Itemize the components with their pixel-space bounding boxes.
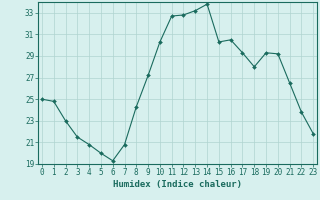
X-axis label: Humidex (Indice chaleur): Humidex (Indice chaleur)	[113, 180, 242, 189]
